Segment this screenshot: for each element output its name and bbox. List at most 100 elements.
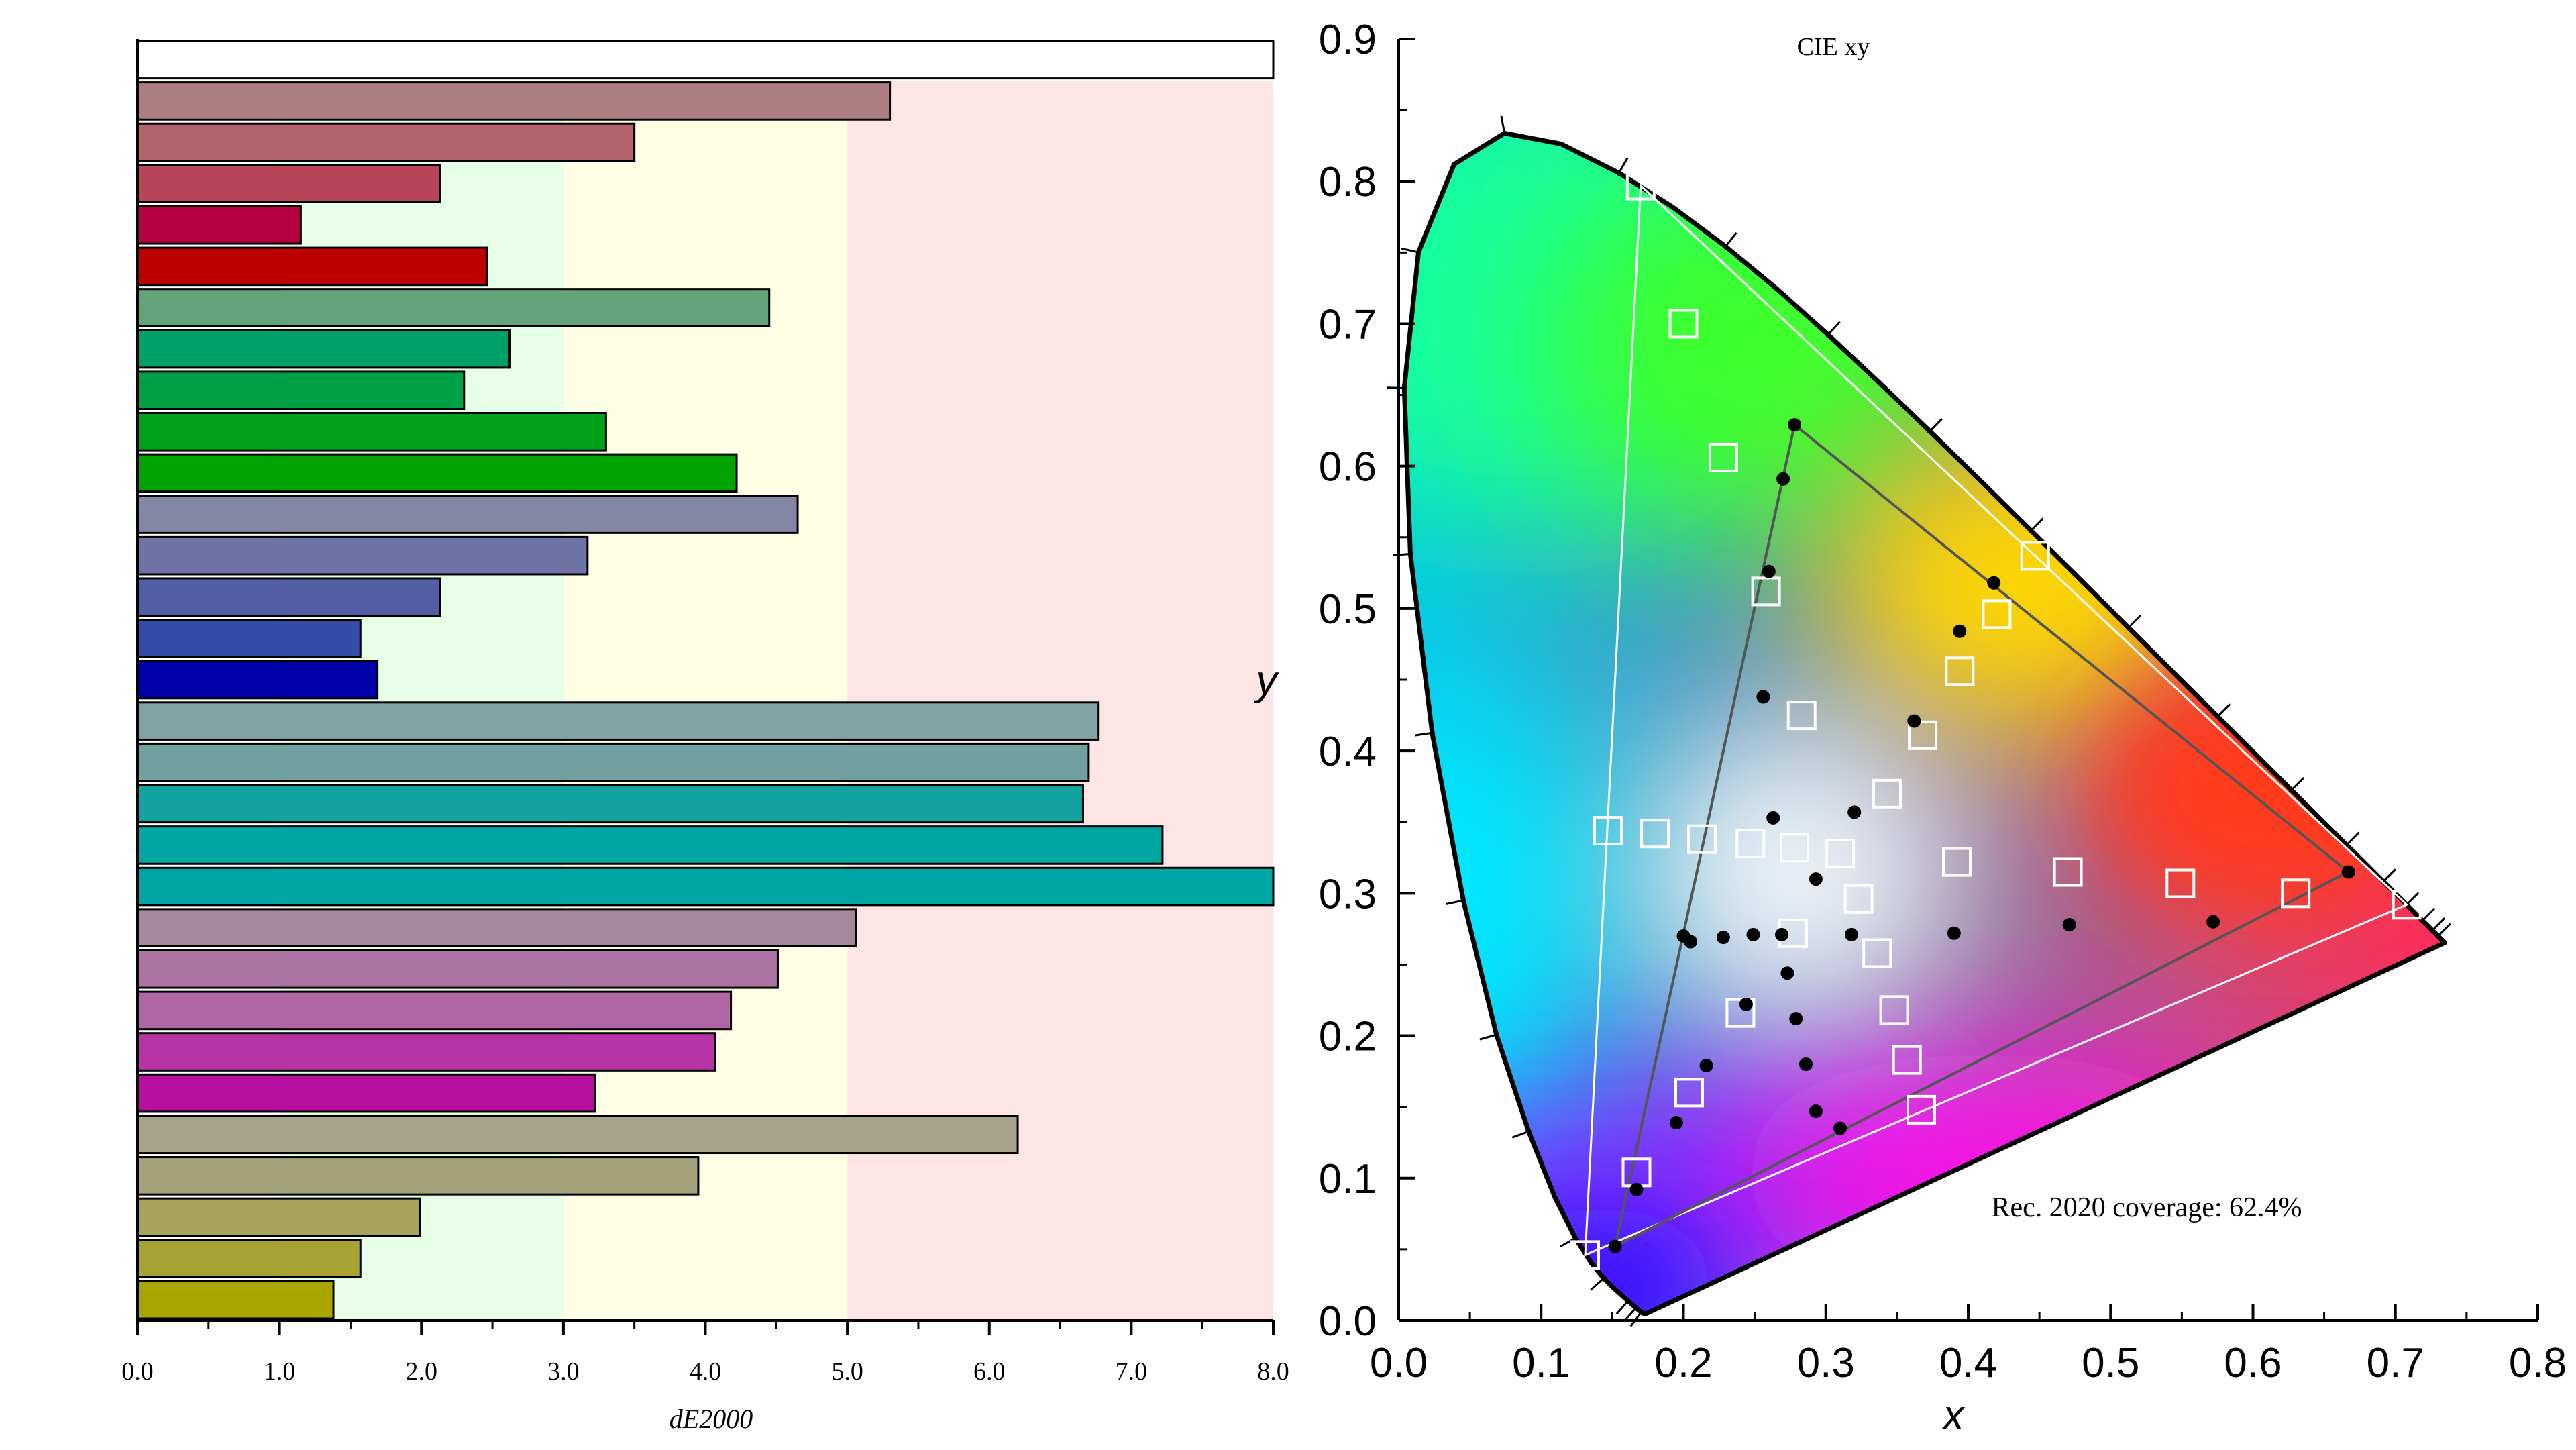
measured-point <box>1699 1059 1713 1073</box>
cie-x-tick-label: 0.7 <box>2367 1340 2424 1386</box>
bar-4 <box>136 164 441 203</box>
target-square <box>1945 656 1975 686</box>
bar-chart-x-ticks: 0.0 1.0 2.0 3.0 4.0 5.0 6.0 7.0 8.0 <box>121 1320 1289 1386</box>
bar-x-tick-label: 5.0 <box>831 1357 863 1386</box>
bar-30 <box>136 1239 362 1278</box>
measured-color-points <box>1608 418 2355 1253</box>
target-square <box>1708 442 1738 472</box>
wavelength-tick <box>1825 321 1841 338</box>
bar-14 <box>136 577 441 617</box>
bar-x-tick-label: 7.0 <box>1116 1357 1148 1386</box>
cie-x-tick-label: 0.1 <box>1512 1340 1570 1386</box>
tolerance-zones <box>279 81 1273 1320</box>
cie-y-axis-label: y <box>1254 658 1280 704</box>
bar-chart-x-label: dE2000 <box>669 1404 753 1434</box>
cie-x-tick-label: 0.8 <box>2509 1340 2567 1386</box>
target-square <box>1780 833 1810 863</box>
zone-good <box>279 81 564 1320</box>
measured-point <box>1775 927 1788 941</box>
wavelength-tick <box>1590 1276 1607 1291</box>
bar-x-tick-label: 2.0 <box>406 1357 438 1386</box>
cie-y-ticks: 0.0 0.1 0.2 0.3 0.4 0.5 0.6 0.7 0.8 0.9 <box>1319 17 1415 1345</box>
cie-x-axis-label: x <box>1941 1392 1966 1439</box>
measured-point <box>1947 926 1961 940</box>
bar-23 <box>136 949 779 989</box>
target-square <box>1907 1094 1936 1125</box>
target-square <box>2165 868 2196 898</box>
bar-8 <box>136 329 511 369</box>
target-square <box>1862 938 1892 968</box>
target-square <box>1570 1240 1600 1270</box>
target-square <box>1942 847 1972 877</box>
cie-y-tick-label: 0.3 <box>1319 871 1377 917</box>
cie-x-tick-label: 0.0 <box>1370 1340 1428 1386</box>
wavelength-tick <box>1414 731 1436 737</box>
rec2020-coverage-annotation: Rec. 2020 coverage: 62.4% <box>1991 1192 2302 1223</box>
bar-x-tick-label: 8.0 <box>1257 1357 1289 1386</box>
wavelength-tick <box>1500 115 1506 136</box>
cie-y-tick-label: 0.9 <box>1319 17 1377 63</box>
bar-25 <box>136 1032 716 1072</box>
bar-10 <box>136 412 607 452</box>
wavelength-tick <box>2288 776 2305 793</box>
target-square <box>1872 778 1902 809</box>
target-square <box>1892 1045 1922 1075</box>
measured-point <box>1809 872 1823 886</box>
measured-point <box>1669 1116 1683 1129</box>
cie-y-tick-label: 0.7 <box>1319 301 1377 348</box>
target-square <box>1786 701 1817 731</box>
cie-y-tick-label: 0.5 <box>1319 586 1377 633</box>
bar-x-tick-label: 3.0 <box>547 1357 580 1386</box>
rec2020-gamut-triangle <box>1584 183 2409 1257</box>
target-square <box>1843 884 1874 914</box>
measured-point <box>1847 805 1862 819</box>
wavelength-tick <box>1393 552 1413 556</box>
measured-point <box>1789 1012 1803 1026</box>
measured-point <box>1676 929 1690 943</box>
target-square <box>1668 309 1699 339</box>
measured-point <box>2206 915 2220 929</box>
wavelength-tick <box>1629 1309 1644 1327</box>
zone-acceptable <box>563 81 848 1320</box>
bar-x-tick-label: 1.0 <box>264 1357 296 1386</box>
cie-y-tick-label: 0.4 <box>1319 729 1377 775</box>
bar-24 <box>136 990 733 1031</box>
bar-x-tick-label: 0.0 <box>121 1357 154 1386</box>
target-square <box>2053 857 2083 887</box>
measured-point <box>1799 1057 1813 1071</box>
wavelength-tick <box>1446 898 1466 905</box>
bar-17 <box>136 701 1100 741</box>
wavelength-tick <box>1401 247 1421 254</box>
cie-x-tick-label: 0.6 <box>2224 1340 2282 1386</box>
bar-6 <box>136 246 488 287</box>
wavelength-tick <box>2430 917 2446 933</box>
target-square <box>2392 890 2422 920</box>
wavelength-tick <box>2125 614 2142 631</box>
zone-poor <box>847 81 1273 1320</box>
target-square <box>1725 998 1756 1028</box>
bar-22 <box>136 908 857 947</box>
wavelength-tick <box>2214 703 2231 719</box>
target-square <box>1751 576 1781 607</box>
target-square <box>1687 824 1717 854</box>
wavelength-tick <box>2344 831 2360 848</box>
measured-point <box>1809 1104 1823 1118</box>
bar-7 <box>136 288 771 327</box>
wavelength-ticks <box>1387 115 2451 1327</box>
wavelength-tick <box>2420 907 2436 923</box>
wavelength-tick <box>2028 517 2044 533</box>
target-square <box>1674 1078 1704 1108</box>
measured-point <box>1776 472 1790 486</box>
cie-x-tick-label: 0.3 <box>1797 1340 1855 1386</box>
measured-point <box>1629 1182 1644 1196</box>
cie-xy-chart: 0.0 0.1 0.2 0.3 0.4 0.5 0.6 0.7 0.8 0.0 0.1 0.2 0.3… <box>1254 17 2567 1439</box>
bar-20 <box>136 825 1164 865</box>
wavelength-tick <box>1723 231 1737 250</box>
cie-y-tick-label: 0.1 <box>1319 1156 1377 1202</box>
measured-point <box>1788 418 1802 432</box>
bar-27 <box>136 1115 1019 1155</box>
wavelength-tick <box>1615 1298 1631 1315</box>
measured-point <box>1739 997 1753 1011</box>
bar-12 <box>136 495 799 534</box>
